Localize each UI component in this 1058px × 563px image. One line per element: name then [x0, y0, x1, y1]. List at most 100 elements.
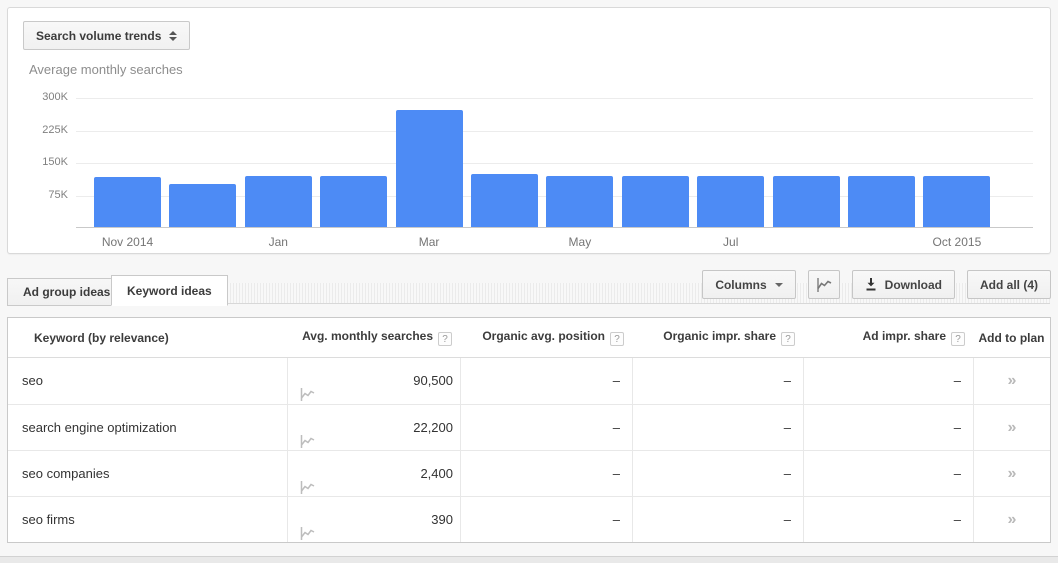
organic-impr-share-cell: –	[632, 405, 803, 450]
table-header-row: Keyword (by relevance) Avg. monthly sear…	[8, 318, 1050, 358]
add-to-plan-button[interactable]: »	[1007, 465, 1017, 482]
header-label: Ad impr. share	[862, 329, 946, 343]
chart-bar	[848, 175, 915, 227]
y-axis-label: 300K	[42, 91, 68, 103]
avg-monthly-searches-cell: 90,500	[287, 358, 460, 404]
help-icon[interactable]: ?	[610, 332, 624, 346]
search-volume-card: Search volume trends Average monthly sea…	[7, 7, 1051, 254]
chart-bar	[244, 176, 312, 227]
x-axis-label: May	[568, 235, 592, 249]
avg-monthly-searches-value: 90,500	[413, 373, 453, 388]
keyword-cell: seo companies	[22, 466, 110, 481]
header-label: Organic avg. position	[482, 329, 605, 343]
spinner-arrows-icon	[169, 30, 178, 41]
add-to-plan-button[interactable]: »	[1007, 372, 1017, 389]
table-body: seo 90,500 – – – » search engine optimiz…	[8, 358, 1050, 542]
download-button-label: Download	[884, 277, 942, 292]
gridline	[76, 130, 1033, 132]
keyword-cell: seo	[22, 373, 43, 388]
x-axis-label: Jul	[723, 235, 739, 249]
table-row: seo companies 2,400 – – – »	[8, 450, 1050, 496]
header-organic-impr-share[interactable]: Organic impr. share?	[632, 329, 803, 346]
x-axis-label: Oct 2015	[932, 235, 982, 249]
chart-view-button[interactable]	[807, 270, 840, 299]
trend-selector-label: Search volume trends	[36, 28, 162, 43]
table-row: seo firms 390 – – – »	[8, 496, 1050, 542]
chart-bar	[697, 175, 765, 227]
add-to-plan-button[interactable]: »	[1007, 419, 1017, 436]
add-to-plan-cell: »	[973, 405, 1050, 450]
table-toolbar: Columns Download Add all (4)	[702, 270, 1051, 299]
columns-button[interactable]: Columns	[702, 270, 796, 299]
tab-label: Keyword ideas	[127, 283, 212, 298]
add-to-plan-cell: »	[973, 451, 1050, 496]
organic-impr-share-cell: –	[632, 451, 803, 496]
add-to-plan-cell: »	[973, 358, 1050, 404]
table-row: search engine optimization 22,200 – – – …	[8, 404, 1050, 450]
chart-plot: 75K 150K 225K 300K Nov 2014 Jan Mar May Jul Oct 2…	[42, 91, 1033, 249]
keyword-cell: seo firms	[22, 512, 75, 527]
add-all-button[interactable]: Add all (4)	[966, 270, 1051, 299]
organic-avg-position-cell: –	[460, 451, 632, 496]
avg-monthly-searches-value: 22,200	[413, 420, 453, 435]
add-to-plan-cell: »	[973, 497, 1050, 542]
header-keyword[interactable]: Keyword (by relevance)	[8, 331, 287, 345]
tab-label: Ad group ideas	[23, 285, 111, 299]
help-icon[interactable]: ?	[951, 332, 965, 346]
tab-ad-group-ideas[interactable]: Ad group ideas	[7, 278, 127, 306]
trend-graph-icon[interactable]	[300, 513, 315, 559]
avg-monthly-searches-cell: 2,400	[287, 451, 460, 496]
chart-bar	[320, 176, 388, 227]
chart-bar	[546, 175, 614, 227]
avg-monthly-searches-value: 390	[431, 512, 453, 527]
x-axis-label: Jan	[268, 235, 288, 249]
avg-monthly-searches-cell: 22,200	[287, 405, 460, 450]
header-avg-monthly-searches[interactable]: Avg. monthly searches?	[287, 329, 460, 346]
help-icon[interactable]: ?	[781, 332, 795, 346]
chart-bar	[772, 175, 840, 227]
header-organic-avg-position[interactable]: Organic avg. position?	[460, 329, 632, 346]
organic-impr-share-cell: –	[632, 358, 803, 404]
y-axis-label: 150K	[42, 156, 68, 168]
x-axis-label: Nov 2014	[101, 235, 154, 249]
organic-avg-position-cell: –	[460, 405, 632, 450]
add-all-button-label: Add all (4)	[979, 277, 1038, 292]
tab-keyword-ideas[interactable]: Keyword ideas	[111, 275, 228, 306]
page-footer-strip	[0, 556, 1058, 563]
gridline	[76, 98, 1033, 99]
chart-bar	[621, 175, 689, 227]
ad-impr-share-cell: –	[803, 451, 973, 496]
trend-type-selector[interactable]: Search volume trends	[23, 21, 191, 50]
ad-impr-share-cell: –	[803, 405, 973, 450]
trend-graph-icon[interactable]	[300, 467, 315, 513]
avg-monthly-searches-value: 2,400	[420, 466, 453, 481]
header-label: Avg. monthly searches	[302, 329, 433, 343]
gridline	[76, 163, 1033, 164]
download-icon	[866, 278, 876, 291]
chart-bar	[471, 174, 538, 227]
line-chart-icon	[816, 277, 832, 292]
avg-monthly-searches-cell: 390	[287, 497, 460, 542]
download-button[interactable]: Download	[851, 270, 955, 299]
ad-impr-share-cell: –	[803, 497, 973, 542]
header-label: Organic impr. share	[663, 329, 776, 343]
chart-bar	[94, 176, 161, 227]
organic-avg-position-cell: –	[460, 497, 632, 542]
header-label: Add to plan	[978, 330, 1045, 345]
help-icon[interactable]: ?	[438, 332, 452, 346]
header-ad-impr-share[interactable]: Ad impr. share?	[803, 329, 973, 346]
table-row: seo 90,500 – – – »	[8, 358, 1050, 404]
y-axis-label: 75K	[48, 188, 68, 201]
tab-strip-background	[212, 283, 1050, 304]
trend-graph-icon[interactable]	[300, 374, 315, 420]
trend-graph-icon[interactable]	[300, 421, 315, 467]
chart-bar	[395, 110, 463, 227]
x-axis-label: Mar	[418, 235, 440, 249]
ad-impr-share-cell: –	[803, 358, 973, 404]
add-to-plan-button[interactable]: »	[1007, 511, 1017, 528]
organic-impr-share-cell: –	[632, 497, 803, 542]
chart-bar	[923, 175, 991, 227]
chart-bar	[169, 183, 237, 227]
header-label: Keyword (by relevance)	[34, 330, 169, 345]
chevron-down-icon	[774, 282, 783, 287]
